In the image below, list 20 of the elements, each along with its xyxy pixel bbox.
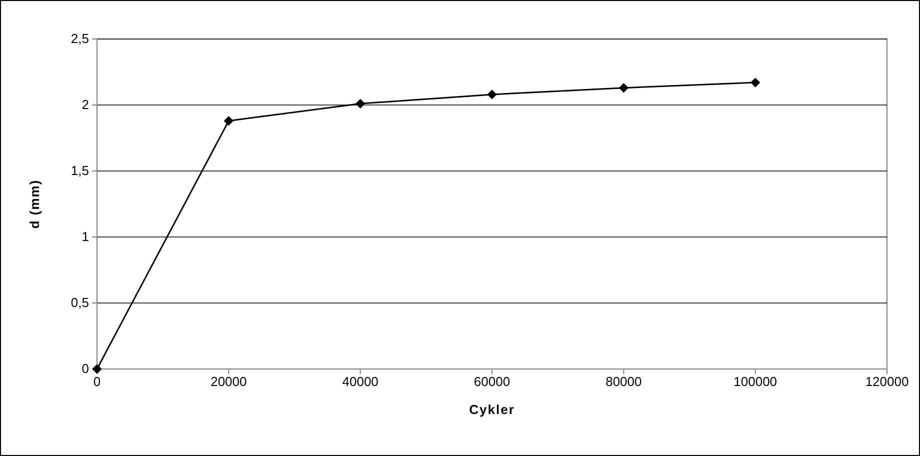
y-tick-label: 0,5 (70, 295, 89, 310)
y-tick-label: 2 (82, 97, 89, 112)
y-tick-label: 0 (82, 361, 89, 376)
y-tick-label: 1 (82, 229, 89, 244)
y-tick-label: 1,5 (70, 163, 89, 178)
y-axis-title: d (mm) (27, 179, 42, 229)
point (355, 98, 366, 109)
x-tick-label: 40000 (342, 374, 378, 390)
point (750, 78, 760, 88)
x-tick-label: 0 (93, 374, 101, 390)
x-tick-label: 20000 (210, 374, 247, 390)
x-tick-label: 120000 (865, 374, 909, 390)
point (487, 90, 497, 100)
x-tick-label: 80000 (606, 374, 642, 390)
x-tick-label: 60000 (474, 374, 510, 390)
point (224, 116, 234, 126)
x-tick-label: 100000 (734, 374, 778, 390)
y-tick-label: 2,5 (70, 31, 89, 46)
point (618, 82, 629, 93)
x-axis-title: Cykler (469, 402, 515, 417)
